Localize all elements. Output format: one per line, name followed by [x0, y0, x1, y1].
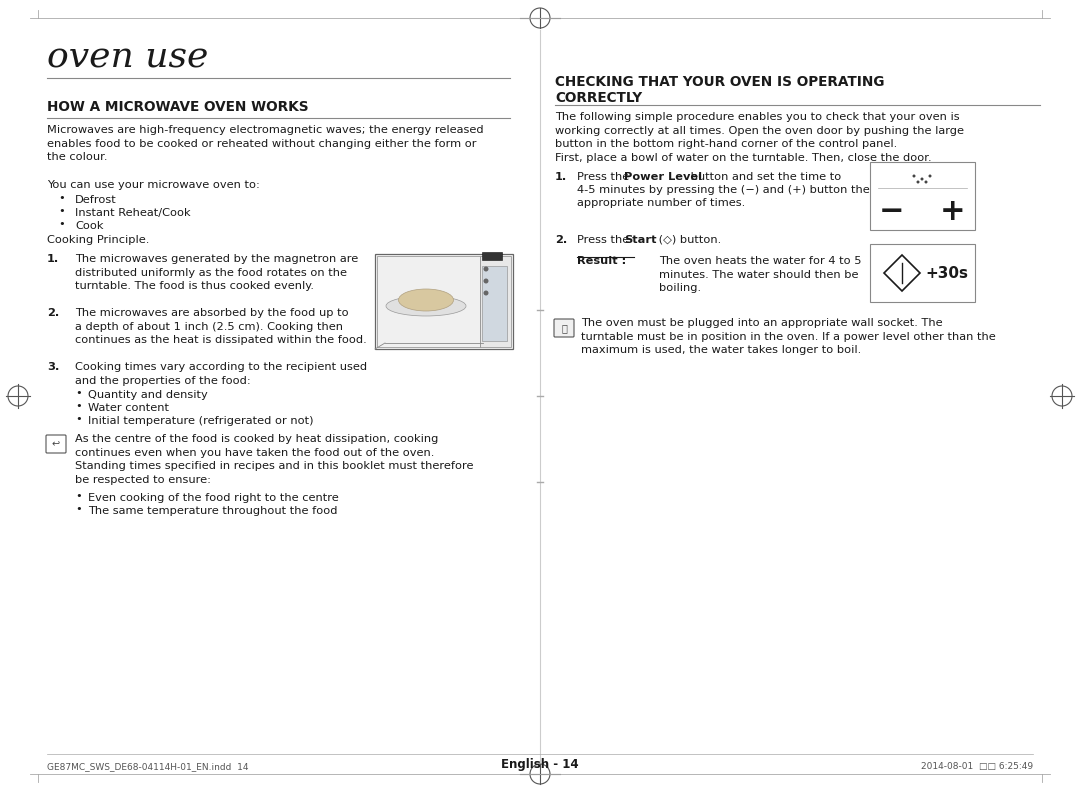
Text: •: •	[58, 206, 65, 216]
FancyBboxPatch shape	[554, 319, 573, 337]
Text: Defrost: Defrost	[75, 195, 117, 205]
Text: The following simple procedure enables you to check that your oven is
working co: The following simple procedure enables y…	[555, 112, 964, 163]
Text: +30s: +30s	[924, 265, 968, 280]
Bar	[482, 252, 502, 260]
Text: 2.: 2.	[48, 308, 59, 318]
Text: Microwaves are high-frequency electromagnetic waves; the energy released
enables: Microwaves are high-frequency electromag…	[48, 125, 484, 162]
Text: •: •	[58, 193, 65, 203]
Text: button and set the time to: button and set the time to	[687, 172, 841, 182]
Circle shape	[484, 279, 488, 284]
Text: •: •	[75, 504, 82, 514]
Ellipse shape	[399, 289, 454, 311]
Circle shape	[484, 266, 488, 272]
Ellipse shape	[386, 296, 465, 316]
Text: 1.: 1.	[555, 172, 567, 182]
Text: oven use: oven use	[48, 41, 208, 75]
Text: GE87MC_SWS_DE68-04114H-01_EN.indd  14: GE87MC_SWS_DE68-04114H-01_EN.indd 14	[48, 762, 248, 771]
Circle shape	[920, 177, 923, 181]
Text: appropriate number of times.: appropriate number of times.	[577, 198, 745, 208]
Text: Press the: Press the	[577, 235, 633, 245]
Text: As the centre of the food is cooked by heat dissipation, cooking
continues even : As the centre of the food is cooked by h…	[75, 434, 473, 485]
Text: Even cooking of the food right to the centre: Even cooking of the food right to the ce…	[87, 493, 339, 503]
Text: ⓘ: ⓘ	[562, 323, 567, 333]
Bar	[377, 256, 480, 347]
Text: Power Level: Power Level	[624, 172, 702, 182]
Bar	[480, 256, 511, 347]
Text: English - 14: English - 14	[501, 758, 579, 771]
Text: •: •	[75, 388, 82, 398]
Bar	[375, 254, 513, 349]
Text: The oven must be plugged into an appropriate wall socket. The
turntable must be : The oven must be plugged into an appropr…	[581, 318, 996, 355]
Circle shape	[924, 181, 928, 184]
Text: You can use your microwave oven to:: You can use your microwave oven to:	[48, 180, 260, 190]
Text: ↩: ↩	[52, 439, 60, 449]
Polygon shape	[885, 255, 920, 291]
Text: Cooking times vary according to the recipient used
and the properties of the foo: Cooking times vary according to the reci…	[75, 362, 367, 386]
Text: Press the: Press the	[577, 172, 633, 182]
Text: •: •	[75, 401, 82, 411]
Text: Cooking Principle.: Cooking Principle.	[48, 235, 149, 245]
Text: Instant Reheat/Cook: Instant Reheat/Cook	[75, 208, 191, 218]
Text: •: •	[75, 491, 82, 501]
Text: The microwaves are absorbed by the food up to
a depth of about 1 inch (2.5 cm). : The microwaves are absorbed by the food …	[75, 308, 367, 345]
Text: Quantity and density: Quantity and density	[87, 390, 207, 400]
Text: 1.: 1.	[48, 254, 59, 264]
Circle shape	[913, 174, 916, 177]
Text: Cook: Cook	[75, 221, 104, 231]
Text: 2014-08-01  □□ 6:25:49: 2014-08-01 □□ 6:25:49	[921, 762, 1032, 771]
Text: The same temperature throughout the food: The same temperature throughout the food	[87, 506, 337, 516]
Text: Start: Start	[624, 235, 657, 245]
Text: HOW A MICROWAVE OVEN WORKS: HOW A MICROWAVE OVEN WORKS	[48, 100, 309, 114]
Bar	[870, 162, 975, 230]
Circle shape	[484, 291, 488, 295]
Text: Water content: Water content	[87, 403, 168, 413]
Text: 4-5 minutes by pressing the (−) and (+) button the: 4-5 minutes by pressing the (−) and (+) …	[577, 185, 869, 195]
Text: •: •	[75, 414, 82, 424]
Text: Initial temperature (refrigerated or not): Initial temperature (refrigerated or not…	[87, 416, 313, 426]
Text: −: −	[879, 197, 905, 227]
Text: The microwaves generated by the magnetron are
distributed uniformly as the food : The microwaves generated by the magnetro…	[75, 254, 359, 291]
Text: 3.: 3.	[48, 362, 59, 372]
Text: Result :: Result :	[577, 256, 626, 266]
Text: •: •	[58, 219, 65, 229]
Circle shape	[929, 174, 931, 177]
Text: 2.: 2.	[555, 235, 567, 245]
Text: +: +	[941, 197, 966, 227]
FancyBboxPatch shape	[46, 435, 66, 453]
Bar	[870, 244, 975, 302]
Text: The oven heats the water for 4 to 5
minutes. The water should then be
boiling.: The oven heats the water for 4 to 5 minu…	[659, 256, 862, 293]
Circle shape	[917, 181, 919, 184]
Bar	[482, 266, 507, 341]
Text: (◇) button.: (◇) button.	[654, 235, 721, 245]
Text: CHECKING THAT YOUR OVEN IS OPERATING: CHECKING THAT YOUR OVEN IS OPERATING	[555, 75, 885, 89]
Text: CORRECTLY: CORRECTLY	[555, 91, 643, 105]
